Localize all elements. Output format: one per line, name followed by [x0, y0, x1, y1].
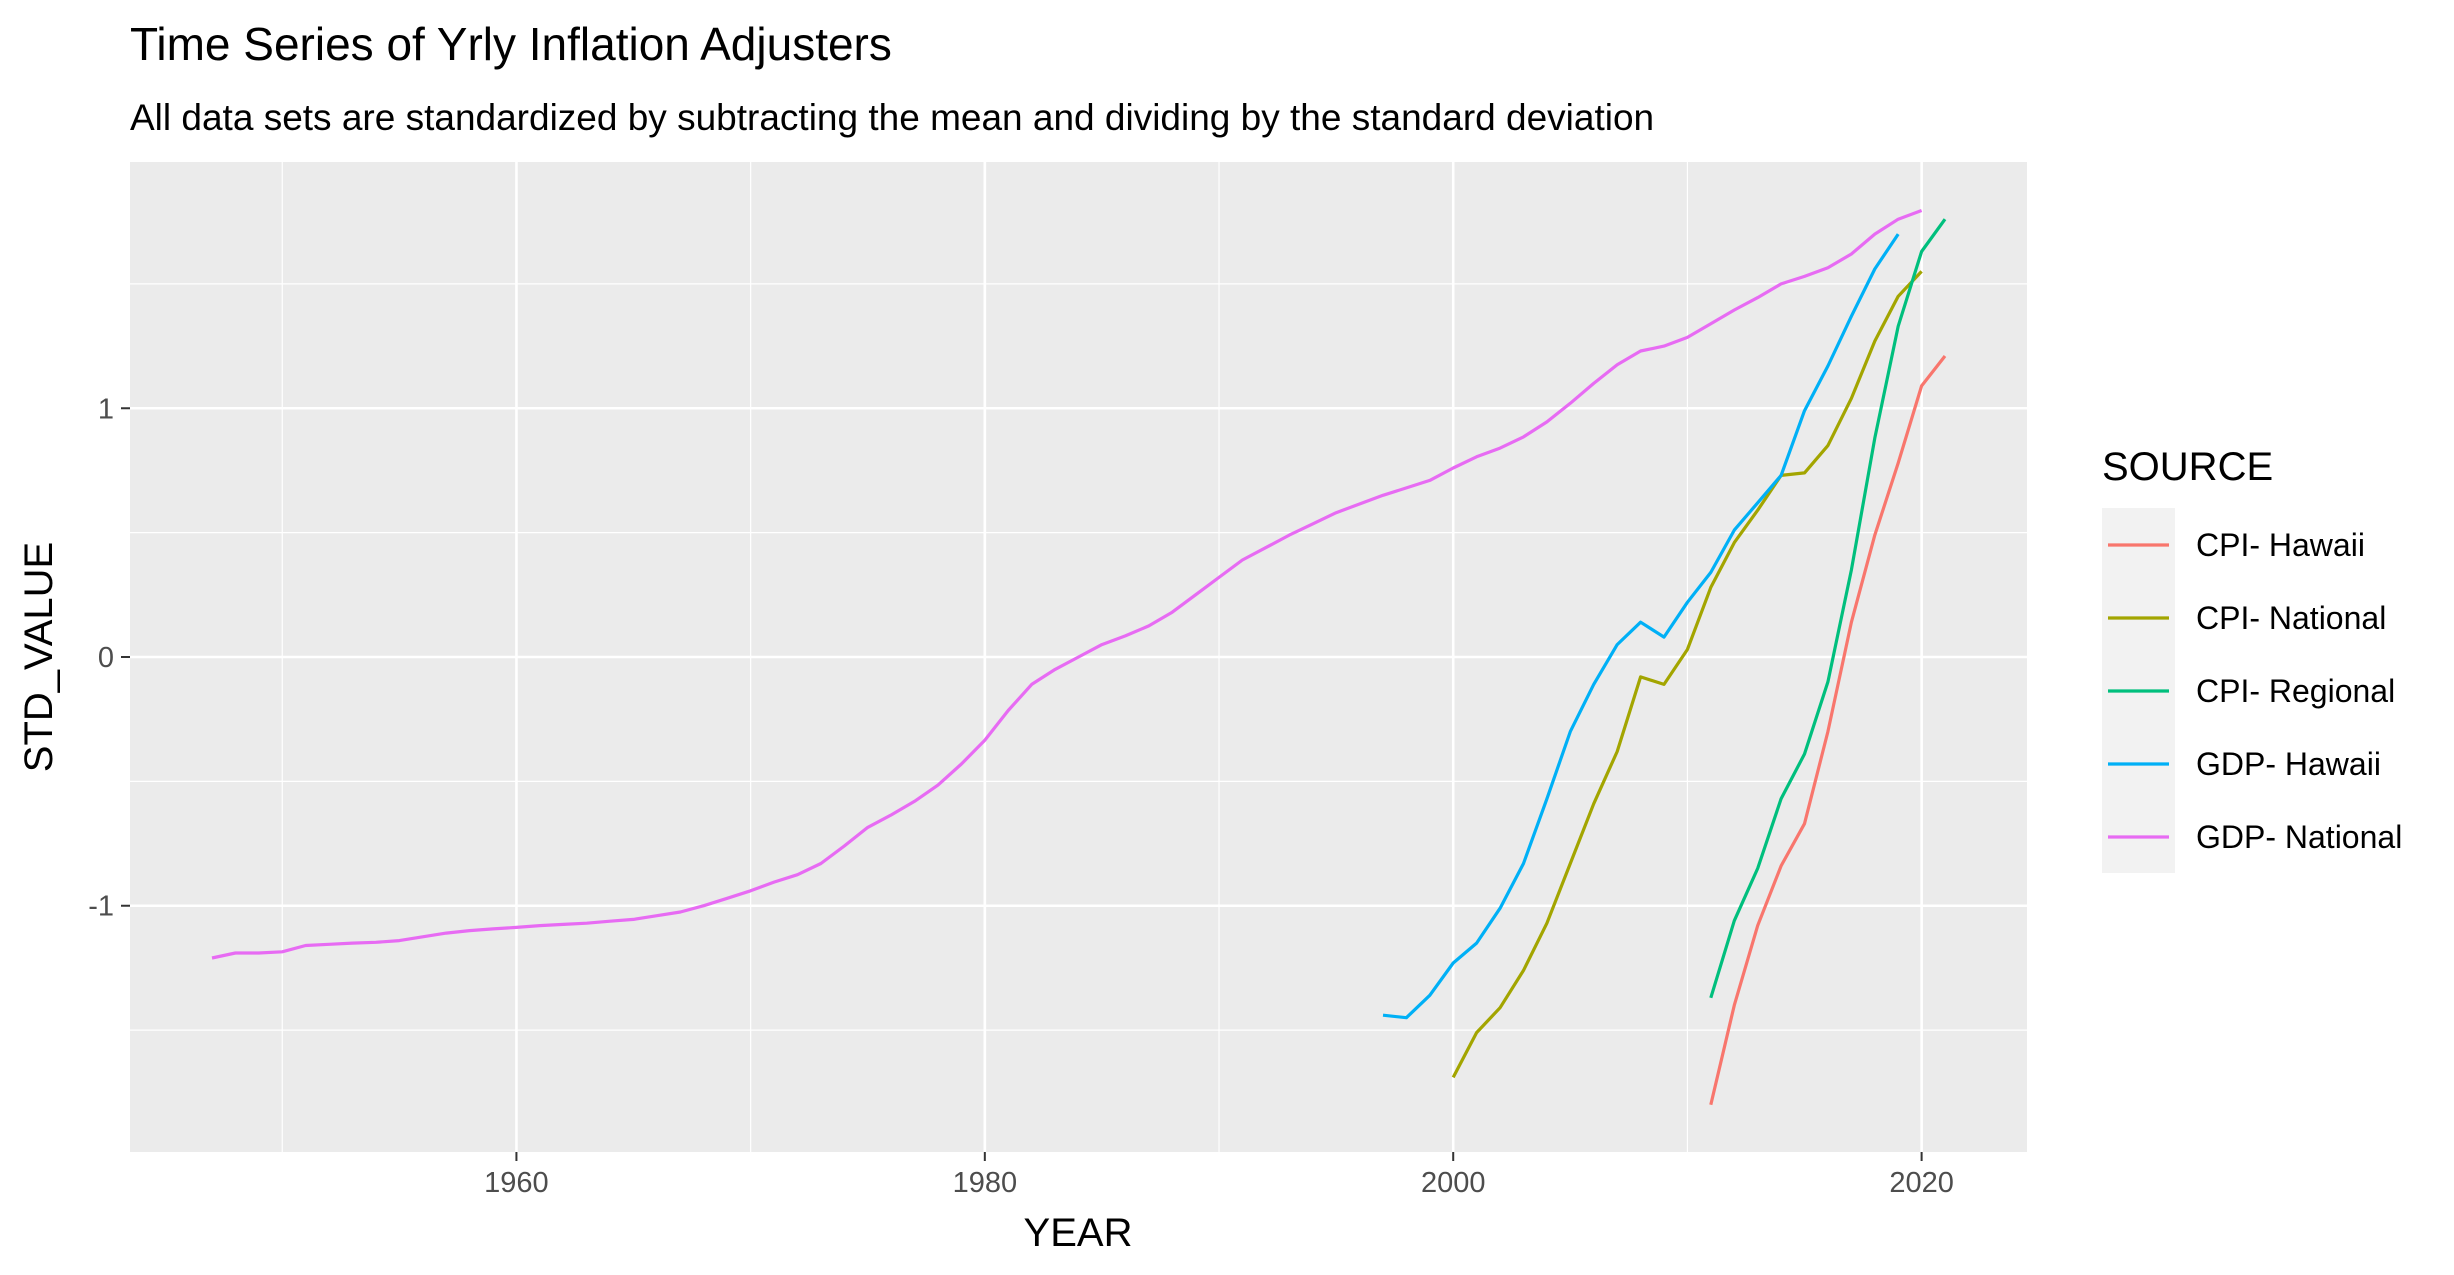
legend: SOURCE CPI- Hawaii CPI- National CPI- Regi…: [2102, 445, 2402, 873]
legend-label: GDP- National: [2196, 819, 2402, 855]
chart-title: Time Series of Yrly Inflation Adjusters: [130, 18, 892, 70]
series-line: [1709, 355, 1947, 1106]
x-tick-label: 2000: [1421, 1167, 1486, 1199]
legend-label: CPI- National: [2196, 600, 2386, 636]
legend-label: GDP- Hawaii: [2196, 746, 2381, 782]
legend-items: CPI- Hawaii CPI- National CPI- Regional GDP…: [2108, 527, 2402, 855]
y-tick-label: 0: [98, 642, 114, 674]
legend-label: CPI- Hawaii: [2196, 527, 2365, 563]
y-tick-label: -1: [88, 891, 114, 923]
x-axis-title: YEAR: [1024, 1211, 1133, 1255]
series-lines: [211, 209, 1947, 1106]
y-tick-label: 1: [98, 393, 114, 425]
x-tick-label: 1960: [484, 1167, 549, 1199]
x-tick-label: 1980: [953, 1167, 1018, 1199]
legend-label: CPI- Regional: [2196, 673, 2395, 709]
y-axis-ticks: -1 0 1: [88, 393, 130, 923]
x-tick-label: 2020: [1889, 1167, 1954, 1199]
chart-subtitle: All data sets are standardized by subtra…: [130, 97, 1654, 138]
series-line: [1709, 218, 1947, 999]
legend-title: SOURCE: [2102, 445, 2273, 489]
series-line: [211, 209, 1923, 960]
series-line: [1451, 270, 1923, 1079]
y-axis-title: STD_VALUE: [17, 542, 61, 772]
x-axis-ticks: 1960 1980 2000 2020: [484, 1152, 1954, 1199]
series-line: [1382, 233, 1900, 1020]
